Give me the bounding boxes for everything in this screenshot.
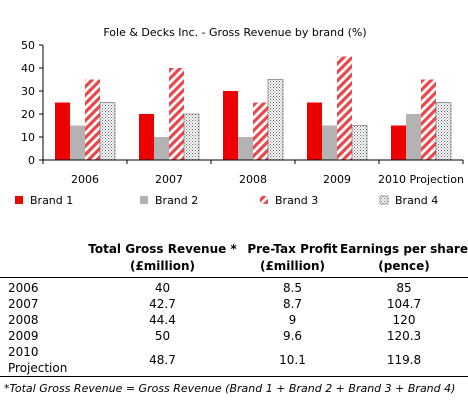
legend-swatch-brand-1: [15, 196, 23, 204]
legend-swatch-brand-4: [379, 195, 389, 205]
bar-brand-1-2007: [139, 114, 154, 160]
y-tick-label: 40: [21, 62, 35, 75]
y-tick-label: 10: [21, 131, 35, 144]
legend-swatch-brand-2: [140, 196, 148, 204]
x-tick-label: 2009: [323, 173, 351, 186]
bar-brand-3-2006: [85, 79, 100, 160]
legend-label: Brand 3: [275, 194, 318, 207]
table-row: 2008 44.4 9 120: [0, 312, 468, 328]
legend-label: Brand 1: [30, 194, 73, 207]
legend-label: Brand 2: [155, 194, 198, 207]
y-tick-label: 50: [21, 39, 35, 52]
table-cell-eps: 104.7: [386, 297, 422, 311]
financial-table: Total Gross Revenue * (£million) Pre-Tax…: [0, 241, 468, 376]
table-row: 2009 50 9.6 120.3: [0, 328, 468, 344]
bar-brand-4-2006: [99, 102, 116, 161]
bar-brand-4-2009: [351, 125, 368, 161]
table-cell-revenue: 42.7: [149, 297, 176, 311]
table-cell-profit: 9.6: [282, 329, 303, 343]
table-cell-revenue: 44.4: [149, 313, 176, 327]
footnote-divider: [0, 376, 468, 377]
x-tick-label: 2008: [239, 173, 267, 186]
table-header-year: [0, 241, 80, 278]
bar-brand-4-2010-projection: [435, 102, 452, 161]
y-tick-label: 0: [28, 154, 35, 167]
bar-brand-1-2010-projection: [391, 125, 406, 160]
bar-brand-1-2006: [55, 102, 70, 160]
table-cell-profit: 8.7: [282, 297, 303, 311]
bar-brand-2-2006: [70, 125, 85, 160]
bar-brand-2-2008: [238, 137, 253, 160]
x-tick-label: 2010 Projection: [378, 173, 464, 186]
table-cell-year: 2010 Projection: [8, 345, 68, 375]
bar-brand-3-2009: [337, 56, 352, 160]
table-cell-year: 2008: [8, 313, 39, 327]
bar-brand-1-2009: [307, 102, 322, 160]
table-row: 2006 40 8.5 85: [0, 278, 468, 297]
x-tick-label: 2006: [71, 173, 99, 186]
bar-brand-2-2010-projection: [406, 114, 421, 160]
bar-brand-1-2008: [223, 91, 238, 160]
table-row: 2010 Projection 48.7 10.1 119.8: [0, 344, 468, 376]
table-cell-eps: 120.3: [386, 329, 422, 343]
bar-brand-2-2009: [322, 125, 337, 160]
table-cell-eps: 120: [392, 313, 416, 327]
y-tick-label: 20: [21, 108, 35, 121]
table-cell-revenue: 50: [154, 329, 171, 343]
table-header-profit: Pre-Tax Profit (£million): [247, 242, 338, 273]
table-cell-profit: 9: [288, 313, 297, 327]
footnote: *Total Gross Revenue = Gross Revenue (Br…: [4, 382, 456, 395]
x-tick-label: 2007: [155, 173, 183, 186]
bar-brand-3-2010-projection: [421, 79, 436, 160]
y-tick-label: 30: [21, 85, 35, 98]
bar-brand-3-2008: [253, 102, 268, 160]
table-cell-profit: 10.1: [279, 353, 306, 367]
table-cell-year: 2009: [8, 329, 39, 343]
table-header-revenue: Total Gross Revenue * (£million): [88, 242, 237, 273]
table-cell-revenue: 48.7: [149, 353, 176, 367]
table-cell-eps: 119.8: [386, 353, 422, 367]
bar-chart: Fole & Decks Inc. - Gross Revenue by bra…: [15, 26, 464, 207]
legend-label: Brand 4: [395, 194, 438, 207]
bar-brand-4-2007: [183, 113, 200, 161]
bar-brand-4-2008: [267, 79, 284, 161]
bar-brand-2-2007: [154, 137, 169, 160]
table-row: 2007 42.7 8.7 104.7: [0, 296, 468, 312]
chart-title: Fole & Decks Inc. - Gross Revenue by bra…: [103, 26, 366, 39]
table-header-row: Total Gross Revenue * (£million) Pre-Tax…: [0, 241, 468, 278]
table-cell-year: 2007: [8, 297, 39, 311]
table-cell-profit: 8.5: [282, 281, 303, 295]
table-header-eps: Earnings per share (pence): [340, 242, 468, 273]
table-cell-revenue: 40: [154, 281, 171, 295]
table-cell-eps: 85: [396, 281, 412, 295]
table-cell-year: 2006: [8, 281, 39, 295]
bar-brand-3-2007: [169, 68, 184, 160]
legend-swatch-brand-3: [260, 196, 268, 204]
